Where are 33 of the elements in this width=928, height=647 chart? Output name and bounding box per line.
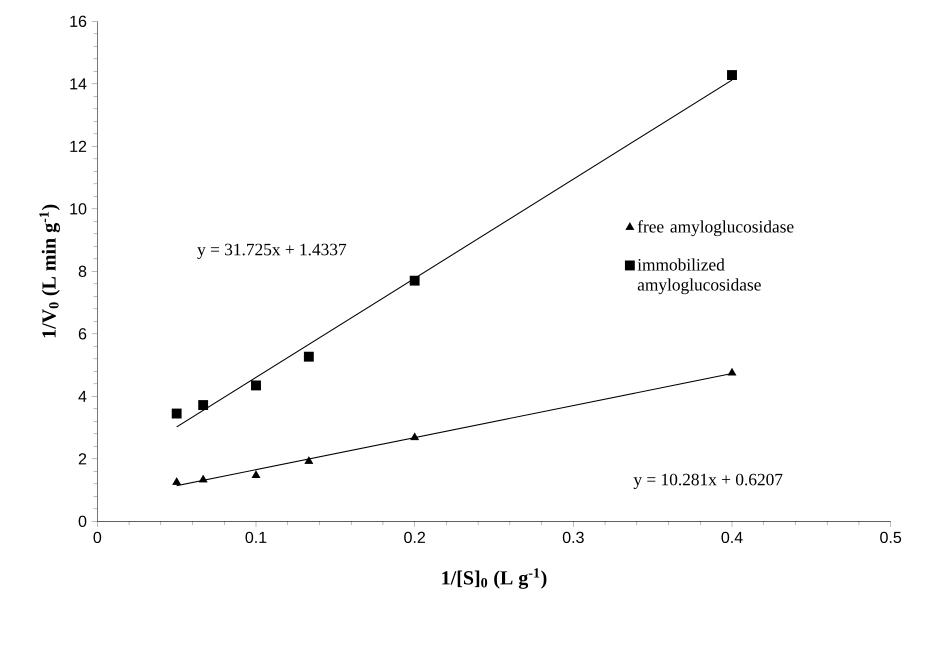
x-tick-label: 0.1 <box>246 532 266 544</box>
point <box>172 408 182 419</box>
x-tick-label: 0 <box>94 532 102 544</box>
y-tick-label: 16 <box>70 16 86 28</box>
y-tick-label: 6 <box>78 328 86 340</box>
y-tick-label: 12 <box>70 140 86 152</box>
point <box>304 456 314 464</box>
x-axis-title: 1/[S]$_{0}$ (L g$^{-1}$) <box>442 568 546 590</box>
point <box>198 400 208 410</box>
point <box>410 276 420 286</box>
y-tick-label: 8 <box>78 266 86 278</box>
legend-label: immobilized amyloglucosidase <box>638 258 761 294</box>
point <box>252 470 260 478</box>
annotation: y = 31.725x + 1.4337 <box>197 244 346 260</box>
y-tick-label: 2 <box>78 453 86 465</box>
point <box>727 70 737 80</box>
y-tick-label: 10 <box>70 203 86 215</box>
x-tick-label: 0.5 <box>880 532 902 544</box>
point <box>251 380 261 390</box>
x-tick-label: 0.3 <box>562 532 584 544</box>
y-axis-title: 1/V$_{0}$ (L min g$^{-1}$) <box>39 204 60 338</box>
annotation: y = 10.281x + 0.6207 <box>634 474 782 490</box>
y-tick-label: 0 <box>78 516 86 528</box>
point <box>198 475 208 483</box>
y-tick-label: 14 <box>70 78 86 90</box>
y-tick-label: 4 <box>78 391 86 402</box>
point <box>410 432 419 440</box>
legend-label: free amyloglucosidase <box>638 220 794 236</box>
point <box>172 478 181 486</box>
x-tick-label: 0.2 <box>404 532 425 544</box>
x-tick-label: 0.4 <box>722 532 743 544</box>
point <box>728 368 736 376</box>
point <box>304 352 314 362</box>
